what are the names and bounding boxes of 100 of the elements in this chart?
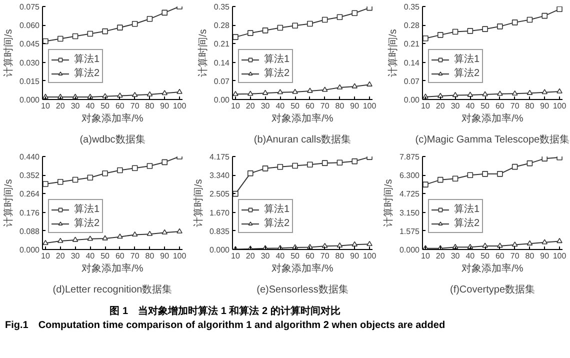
text: (a)wdbc数据集 — [80, 134, 146, 146]
legend-label: 算法2 — [454, 216, 480, 230]
y-tick-label: 1.575 — [399, 226, 420, 236]
y-tick-label: 6.300 — [399, 171, 420, 180]
legend-label: 算法1 — [264, 202, 290, 216]
x-tick-label: 20 — [436, 102, 446, 110]
x-tick-label: 30 — [450, 102, 460, 110]
legend-label: 算法1 — [74, 202, 100, 216]
y-tick-label: 0.14 — [404, 58, 420, 68]
y-tick-label: 0.000 — [19, 246, 40, 254]
y-tick-label: 0.060 — [19, 21, 40, 30]
x-tick-label: 60 — [496, 252, 505, 260]
legend-label: 算法2 — [74, 66, 100, 80]
x-tick-label: 60 — [116, 102, 125, 110]
y-tick-label: 0.07 — [214, 76, 230, 86]
x-tick-label: 30 — [70, 252, 80, 260]
x-tick-label: 20 — [246, 102, 256, 110]
x-tick-label: 20 — [56, 102, 66, 110]
x-tick-label: 50 — [100, 252, 110, 260]
x-tick-label: 10 — [421, 102, 430, 110]
text: (c)Magic Gamma Telescope数据集 — [415, 134, 570, 146]
x-tick-label: 50 — [480, 252, 490, 260]
y-tick-label: 0.015 — [19, 76, 40, 86]
legend-label: 算法2 — [264, 66, 290, 80]
x-tick-label: 90 — [160, 252, 170, 260]
y-tick-label: 0.176 — [19, 208, 40, 218]
y-axis-title: 计算时间/s — [2, 29, 14, 77]
y-axis-title: 计算时间/s — [192, 179, 204, 227]
x-tick-label: 30 — [260, 252, 270, 260]
x-tick-label: 30 — [450, 252, 460, 260]
x-tick-label: 10 — [421, 252, 430, 260]
y-tick-label: 3.150 — [399, 208, 420, 218]
text: (e)Sensorless数据集 — [256, 284, 348, 296]
x-tick-label: 30 — [260, 102, 270, 110]
x-tick-label: 50 — [290, 102, 300, 110]
y-tick-label: 0.28 — [404, 21, 420, 30]
y-axis-title: 计算时间/s — [386, 29, 399, 77]
x-tick-label: 30 — [70, 102, 80, 110]
legend-label: 算法1 — [454, 202, 480, 216]
x-tick-label: 80 — [145, 102, 155, 110]
x-tick-label: 60 — [306, 252, 315, 260]
y-tick-label: 0.000 — [209, 246, 230, 254]
legend-label: 算法2 — [454, 66, 480, 80]
y-tick-label: 0.07 — [404, 76, 420, 86]
x-tick-label: 60 — [306, 102, 315, 110]
x-tick-label: 10 — [41, 102, 50, 110]
y-tick-label: 0.000 — [399, 246, 420, 254]
x-tick-label: 20 — [436, 252, 446, 260]
x-tick-label: 80 — [525, 102, 535, 110]
x-tick-label: 10 — [41, 252, 50, 260]
x-tick-label: 10 — [231, 252, 240, 260]
legend-label: 算法2 — [264, 216, 290, 230]
x-axis-title: 对象添加率/% — [462, 112, 524, 124]
x-tick-label: 20 — [56, 252, 66, 260]
y-tick-label: 0.00 — [214, 96, 230, 104]
y-tick-label: 1.670 — [209, 208, 230, 218]
x-tick-label: 40 — [86, 252, 96, 260]
x-tick-label: 40 — [466, 252, 476, 260]
x-tick-label: 90 — [540, 102, 550, 110]
y-tick-label: 0.21 — [214, 40, 230, 49]
y-tick-label: 0.21 — [404, 40, 420, 49]
x-axis-title: 对象添加率/% — [272, 262, 334, 274]
x-tick-label: 70 — [510, 252, 520, 260]
x-tick-label: 100 — [362, 102, 377, 110]
y-tick-label: 0.264 — [19, 190, 40, 199]
x-tick-label: 90 — [160, 102, 170, 110]
x-tick-label: 10 — [231, 102, 240, 110]
x-tick-label: 40 — [466, 102, 476, 110]
x-tick-label: 40 — [86, 102, 96, 110]
caption: Fig.1 Computation time comparison of algorithm 1 and algorithm 2 when objects are added — [5, 319, 446, 333]
x-tick-label: 70 — [320, 102, 330, 110]
y-tick-label: 7.875 — [399, 152, 420, 162]
y-tick-label: 0.14 — [214, 58, 230, 68]
text: (b)Anuran calls数据集 — [254, 134, 352, 146]
caption: 图 1 当对象增加时算法 1 和算法 2 的计算时间对比 — [108, 305, 342, 319]
y-tick-label: 0.28 — [214, 21, 230, 30]
x-tick-label: 70 — [320, 252, 330, 260]
x-tick-label: 80 — [335, 102, 345, 110]
legend-label: 算法1 — [74, 52, 100, 66]
x-tick-label: 100 — [172, 252, 187, 260]
y-tick-label: 0.00 — [404, 96, 420, 104]
x-tick-label: 70 — [130, 102, 140, 110]
y-tick-label: 0.000 — [19, 96, 40, 104]
x-axis-title: 对象添加率/% — [272, 112, 334, 124]
y-tick-label: 0.088 — [19, 226, 40, 236]
x-tick-label: 20 — [246, 252, 256, 260]
x-tick-label: 90 — [350, 252, 360, 260]
x-tick-label: 70 — [130, 252, 140, 260]
y-tick-label: 0.045 — [19, 40, 40, 49]
text: (f)Covertype数据集 — [450, 284, 536, 296]
y-tick-label: 4.175 — [209, 152, 230, 162]
y-tick-label: 0.35 — [404, 2, 420, 12]
x-tick-label: 60 — [116, 252, 125, 260]
x-tick-label: 80 — [335, 252, 345, 260]
x-tick-label: 60 — [496, 102, 505, 110]
y-tick-label: 0.352 — [19, 171, 40, 180]
legend-label: 算法2 — [74, 216, 100, 230]
y-axis-title: 计算时间/s — [2, 179, 14, 227]
y-tick-label: 3.340 — [209, 171, 230, 180]
text: (d)Letter recognition数据集 — [52, 284, 172, 296]
